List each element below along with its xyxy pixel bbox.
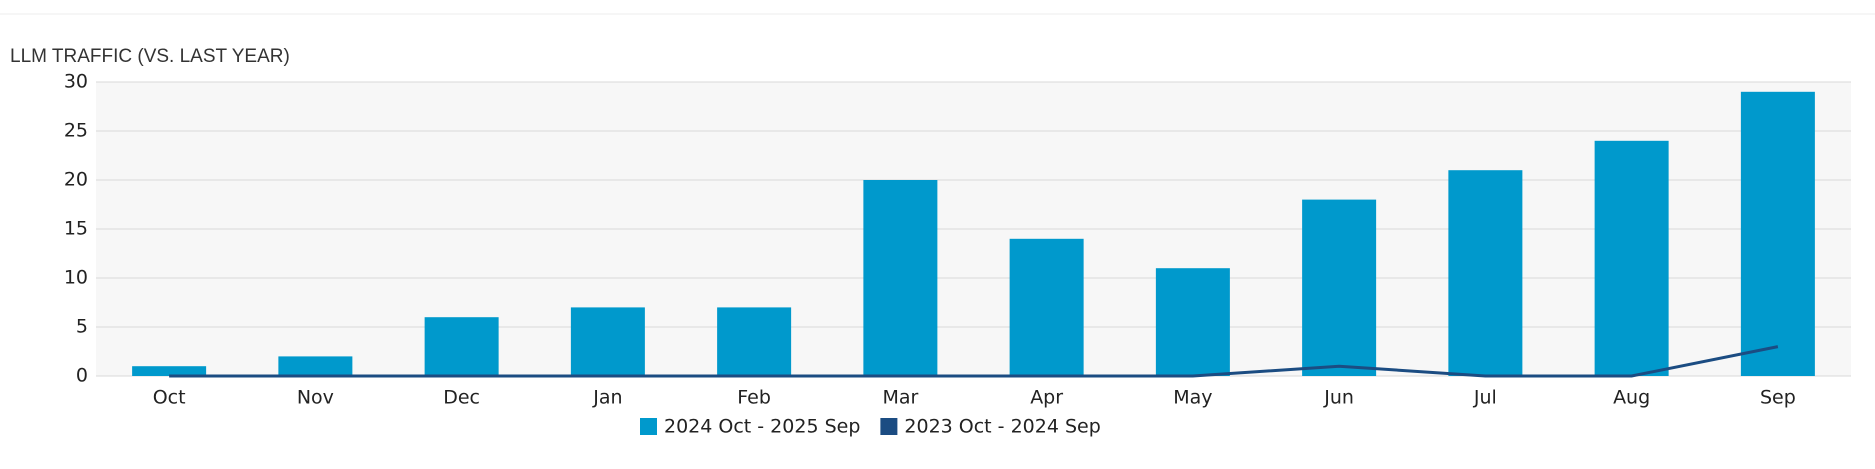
x-tick-label: Oct [153, 387, 186, 409]
y-tick-label: 10 [64, 267, 88, 289]
x-tick-label: Mar [882, 387, 918, 409]
x-tick-label: May [1173, 387, 1212, 409]
bar [717, 307, 792, 376]
bar [863, 180, 938, 376]
legend-swatch [880, 418, 898, 435]
legend-label: 2023 Oct - 2024 Sep [904, 416, 1100, 438]
bar [570, 307, 645, 376]
y-tick-label: 20 [64, 169, 88, 191]
bar [132, 366, 207, 376]
x-tick-label: Nov [297, 387, 334, 409]
bar [1594, 140, 1669, 376]
bar [1740, 91, 1815, 377]
bar [424, 317, 499, 376]
x-tick-label: Aug [1613, 387, 1650, 409]
y-tick-label: 5 [76, 316, 88, 338]
bar [1155, 268, 1230, 376]
x-tick-label: Jan [592, 387, 622, 409]
y-tick-label: 15 [64, 218, 88, 240]
x-tick-label: Feb [737, 387, 771, 409]
line [169, 345, 1779, 378]
y-tick-label: 25 [64, 120, 88, 142]
x-tick-label: Apr [1030, 387, 1063, 409]
y-tick-label: 30 [64, 71, 88, 93]
chart-title: LLM TRAFFIC (VS. LAST YEAR) [10, 46, 290, 67]
bar [1302, 199, 1377, 376]
x-tick-label: Jun [1323, 387, 1354, 409]
y-tick-label: 0 [76, 365, 88, 387]
x-tick-label: Jul [1473, 387, 1497, 409]
x-tick-label: Sep [1760, 387, 1796, 409]
legend-label: 2024 Oct - 2025 Sep [664, 416, 860, 438]
x-tick-label: Dec [443, 387, 480, 409]
bar [278, 356, 353, 376]
legend-swatch [640, 418, 657, 435]
bar [1009, 238, 1084, 376]
bar [1448, 170, 1523, 376]
